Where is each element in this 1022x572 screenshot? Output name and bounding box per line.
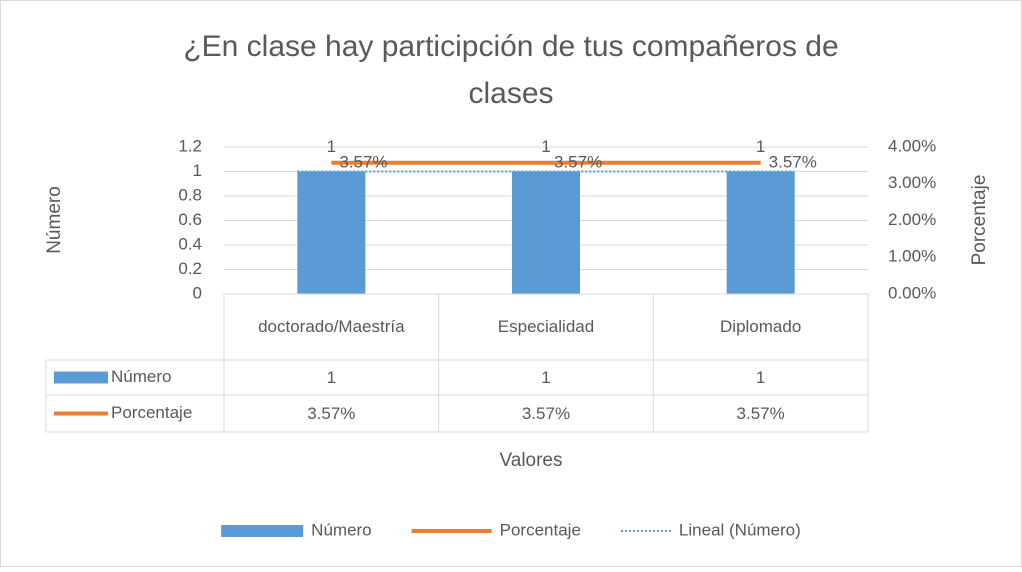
y-tick-label: 0: [193, 283, 202, 302]
table-cell-text: 1: [755, 367, 766, 387]
table-cell-text: 1: [326, 367, 337, 387]
table-cell-text: Especialidad: [497, 317, 595, 336]
legend-label: Lineal (Número): [679, 520, 801, 539]
table-cell: Diplomado: [720, 317, 802, 336]
table-row-header: Número: [111, 367, 171, 386]
bar: [512, 171, 580, 294]
legend-label: Número: [311, 520, 371, 539]
bar: [726, 171, 795, 294]
data-label: 3.57%: [339, 152, 387, 171]
x-axis-label: Valores: [499, 450, 562, 471]
table-cell-text: 3.57%: [521, 403, 571, 423]
y2-tick-label: 1.00%: [888, 247, 936, 266]
y-tick-label: 1.2: [178, 136, 202, 155]
table-cell-text: 3.57%: [307, 403, 356, 423]
table-cell-text: Diplomado: [720, 317, 802, 336]
table-cell: 1: [326, 367, 337, 387]
data-label: 1: [756, 137, 765, 156]
legend-key: [221, 525, 304, 537]
y2-axis-label: Porcentaje: [969, 175, 990, 266]
data-label: 3.57%: [554, 152, 602, 171]
table-cell: 3.57%: [521, 403, 571, 423]
data-label: 3.57%: [769, 152, 817, 171]
table-cell: 3.57%: [736, 403, 785, 423]
y-tick-label: 0.8: [178, 185, 202, 204]
y-tick-label: 0.4: [178, 234, 202, 253]
data-label: 1: [541, 137, 550, 156]
table-cell: 1: [755, 367, 766, 387]
table-cell: Especialidad: [497, 317, 595, 336]
y2-tick-label: 3.00%: [888, 173, 936, 192]
data-label: 1: [327, 137, 336, 156]
y2-tick-label: 0.00%: [888, 283, 936, 302]
table-cell-text: 1: [541, 367, 551, 387]
legend-label: Porcentaje: [500, 520, 581, 539]
table-cell: doctorado/Maestría: [258, 317, 405, 336]
table-cell-text: doctorado/Maestría: [258, 317, 405, 336]
table-row-header: Porcentaje: [111, 403, 192, 422]
table-cell: 3.57%: [307, 403, 356, 423]
y2-tick-label: 2.00%: [888, 210, 936, 229]
chart-title: ¿En clase hay participción de tus compañ…: [183, 30, 838, 110]
y-tick-label: 0.2: [178, 259, 202, 278]
y-tick-label: 1: [193, 161, 202, 180]
legend-key: [54, 371, 108, 384]
y-tick-label: 0.6: [178, 210, 202, 229]
table-cell: 1: [541, 367, 551, 387]
bar: [297, 171, 366, 294]
table-cell-text: 3.57%: [736, 403, 785, 423]
y-axis-label: Número: [44, 186, 65, 254]
y2-tick-label: 4.00%: [888, 136, 936, 155]
